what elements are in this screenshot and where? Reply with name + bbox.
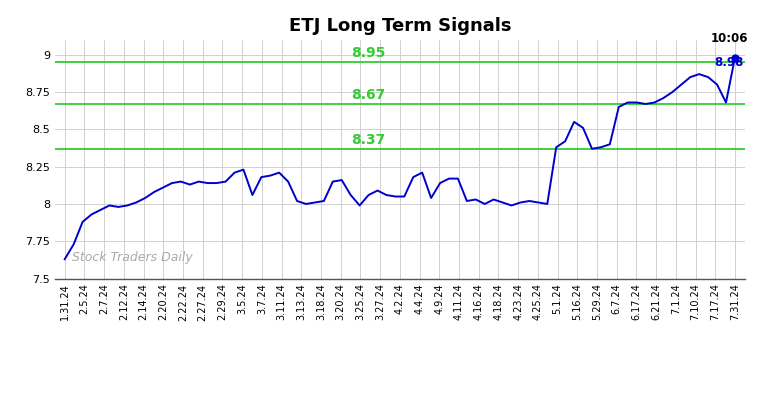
Text: Stock Traders Daily: Stock Traders Daily — [72, 251, 193, 264]
Text: 8.98: 8.98 — [714, 56, 744, 69]
Text: 8.95: 8.95 — [351, 47, 386, 60]
Text: 10:06: 10:06 — [710, 32, 748, 45]
Title: ETJ Long Term Signals: ETJ Long Term Signals — [289, 18, 511, 35]
Text: 8.37: 8.37 — [351, 133, 386, 147]
Text: 8.67: 8.67 — [351, 88, 386, 102]
